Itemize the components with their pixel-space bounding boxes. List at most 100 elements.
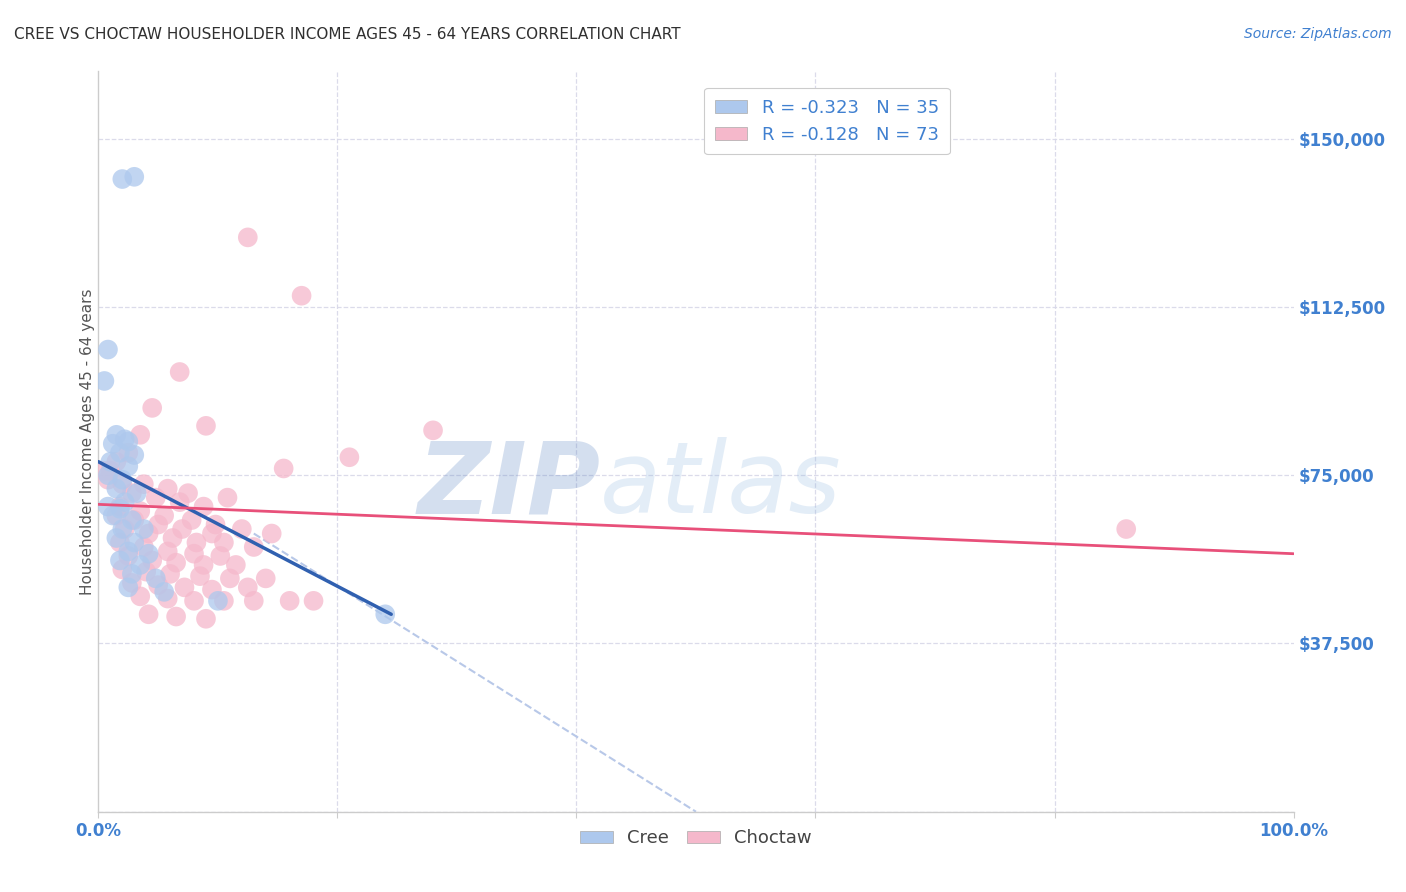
- Point: [121, 575, 143, 590]
- Point: [114, 432, 136, 446]
- Point: [156, 544, 179, 558]
- Point: [193, 558, 215, 572]
- Point: [172, 522, 194, 536]
- Point: [217, 491, 239, 505]
- Point: [111, 473, 134, 487]
- Point: [209, 549, 232, 563]
- Point: [108, 501, 131, 516]
- Point: [108, 553, 131, 567]
- Point: [138, 547, 160, 561]
- Point: [124, 448, 146, 462]
- Point: [204, 517, 226, 532]
- Point: [153, 585, 176, 599]
- Point: [195, 418, 218, 433]
- Point: [121, 566, 143, 581]
- Point: [173, 580, 195, 594]
- Point: [165, 609, 187, 624]
- Point: [231, 522, 253, 536]
- Point: [101, 508, 124, 523]
- Text: CREE VS CHOCTAW HOUSEHOLDER INCOME AGES 45 - 64 YEARS CORRELATION CHART: CREE VS CHOCTAW HOUSEHOLDER INCOME AGES …: [14, 27, 681, 42]
- Point: [97, 500, 120, 514]
- Point: [111, 522, 134, 536]
- Point: [114, 522, 136, 536]
- Point: [212, 535, 235, 549]
- Point: [105, 427, 128, 442]
- Point: [111, 477, 134, 491]
- Point: [111, 172, 134, 186]
- Point: [132, 477, 155, 491]
- Point: [339, 450, 361, 465]
- Point: [97, 468, 120, 483]
- Point: [156, 482, 179, 496]
- Point: [117, 544, 139, 558]
- Point: [159, 566, 181, 581]
- Point: [141, 401, 163, 415]
- Point: [145, 491, 167, 505]
- Point: [124, 535, 146, 549]
- Text: Source: ZipAtlas.com: Source: ZipAtlas.com: [1244, 27, 1392, 41]
- Point: [132, 522, 155, 536]
- Point: [108, 535, 131, 549]
- Point: [138, 526, 160, 541]
- Point: [117, 580, 139, 594]
- Point: [183, 594, 205, 608]
- Point: [374, 607, 396, 622]
- Point: [183, 547, 205, 561]
- Point: [188, 569, 211, 583]
- Point: [117, 434, 139, 449]
- Point: [101, 437, 124, 451]
- Point: [121, 486, 143, 500]
- Point: [422, 423, 444, 437]
- Point: [195, 612, 218, 626]
- Point: [169, 495, 191, 509]
- Point: [105, 508, 128, 523]
- Point: [129, 504, 152, 518]
- Point: [105, 482, 128, 496]
- Point: [278, 594, 301, 608]
- Point: [129, 590, 152, 604]
- Point: [124, 513, 146, 527]
- Y-axis label: Householder Income Ages 45 - 64 years: Householder Income Ages 45 - 64 years: [80, 288, 94, 595]
- Point: [201, 526, 224, 541]
- Point: [180, 513, 202, 527]
- Text: ZIP: ZIP: [418, 437, 600, 534]
- Point: [98, 455, 122, 469]
- Point: [145, 571, 167, 585]
- Point: [236, 580, 259, 594]
- Point: [117, 459, 139, 474]
- Point: [162, 531, 184, 545]
- Point: [121, 513, 143, 527]
- Point: [219, 571, 242, 585]
- Point: [117, 446, 139, 460]
- Point: [114, 495, 136, 509]
- Point: [153, 508, 176, 523]
- Point: [165, 556, 187, 570]
- Point: [117, 549, 139, 563]
- Point: [135, 565, 157, 579]
- Point: [111, 562, 134, 576]
- Point: [260, 526, 283, 541]
- Point: [148, 578, 170, 592]
- Point: [302, 594, 325, 608]
- Text: atlas: atlas: [600, 437, 842, 534]
- Point: [97, 343, 120, 357]
- Point: [132, 540, 155, 554]
- Point: [186, 535, 208, 549]
- Point: [124, 169, 146, 184]
- Point: [291, 289, 314, 303]
- Point: [125, 486, 148, 500]
- Point: [212, 594, 235, 608]
- Legend: Cree, Choctaw: Cree, Choctaw: [574, 822, 818, 855]
- Point: [148, 517, 170, 532]
- Point: [156, 591, 179, 606]
- Point: [193, 500, 215, 514]
- Point: [108, 446, 131, 460]
- Point: [108, 500, 131, 514]
- Point: [207, 594, 229, 608]
- Point: [93, 464, 115, 478]
- Point: [236, 230, 259, 244]
- Point: [105, 455, 128, 469]
- Point: [97, 473, 120, 487]
- Point: [105, 531, 128, 545]
- Point: [243, 540, 266, 554]
